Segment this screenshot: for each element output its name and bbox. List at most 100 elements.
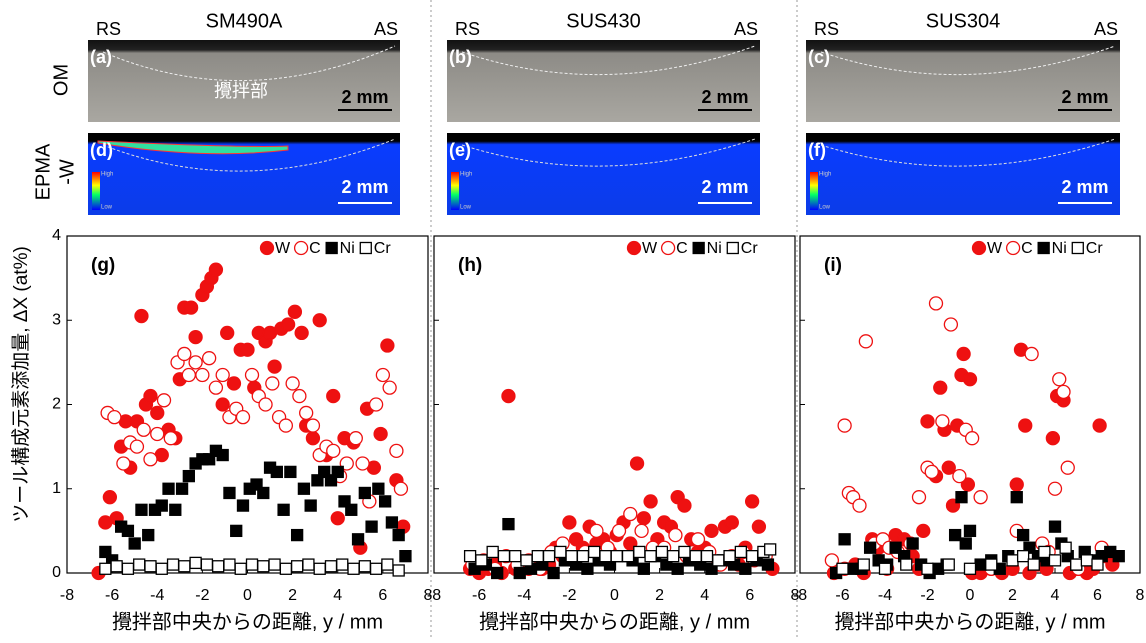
legend-label: C (1021, 240, 1033, 257)
plot-frame (799, 235, 1141, 574)
x-tick-label: 8 (424, 587, 433, 604)
point (942, 558, 955, 571)
point (962, 372, 978, 387)
point (292, 388, 307, 404)
point (838, 533, 851, 546)
x-tick-label: -6 (105, 587, 119, 604)
point (920, 414, 935, 429)
x-tick-label: 0 (966, 587, 975, 604)
x-tick-label: -4 (150, 587, 164, 604)
point (240, 342, 255, 357)
point (155, 499, 168, 512)
point (372, 482, 385, 495)
x-tick-label: -6 (835, 587, 849, 604)
legend-marker (359, 241, 372, 255)
point (475, 554, 488, 567)
point (734, 545, 747, 559)
point (1091, 558, 1104, 571)
point (554, 545, 567, 559)
point (1023, 541, 1036, 554)
point (178, 560, 191, 573)
point (277, 503, 290, 516)
point (245, 558, 259, 571)
point (599, 550, 612, 563)
point (202, 453, 216, 466)
point (250, 478, 263, 491)
point (690, 532, 706, 547)
point (166, 558, 180, 571)
scale-label: 2 mm (701, 177, 748, 197)
point (188, 329, 203, 345)
epma-image (447, 133, 760, 215)
point (1060, 460, 1075, 475)
point (302, 558, 315, 571)
point (581, 562, 594, 575)
x-tick-label: 2 (288, 587, 297, 604)
point (351, 533, 365, 546)
point (265, 376, 280, 391)
point (182, 469, 195, 483)
point (299, 405, 314, 421)
y-tick-label: 4 (52, 227, 61, 244)
legend-marker (1071, 241, 1084, 255)
point (501, 388, 516, 404)
legend-label: Ni (340, 240, 355, 257)
colorbar-label: Low (460, 205, 472, 211)
point (520, 554, 533, 567)
x-tick-label: -8 (427, 587, 441, 604)
point (382, 380, 397, 395)
point (163, 431, 178, 446)
point (948, 528, 962, 542)
x-tick-label: -6 (472, 587, 486, 604)
point (136, 422, 151, 437)
point (183, 300, 199, 315)
point (509, 550, 522, 563)
point (220, 325, 235, 341)
point (150, 426, 165, 442)
point (935, 414, 950, 429)
point (150, 405, 165, 421)
zone-boundary (461, 45, 756, 76)
point (389, 443, 404, 458)
point (943, 317, 959, 332)
point (542, 550, 556, 563)
point (215, 397, 230, 412)
point (331, 465, 344, 479)
point (1056, 384, 1071, 400)
point (226, 376, 242, 391)
point (705, 562, 718, 575)
colorbar-label: Low (101, 205, 113, 211)
point (1010, 491, 1023, 504)
panel-label: (h) (458, 255, 482, 276)
point (941, 460, 956, 475)
point (223, 558, 236, 571)
om-image (806, 40, 1120, 122)
x-tick-label: -4 (517, 587, 531, 604)
point (1006, 554, 1019, 567)
x-tick-label: -2 (195, 587, 209, 604)
point (463, 550, 477, 563)
point (633, 545, 646, 559)
legend-marker (259, 240, 275, 256)
point (142, 528, 155, 542)
point (336, 558, 349, 571)
point (230, 524, 243, 538)
x-tick-label: -8 (60, 587, 74, 604)
point (761, 558, 775, 571)
colorbar (92, 172, 100, 210)
point (143, 388, 158, 404)
point (924, 464, 939, 480)
point (156, 393, 172, 408)
point (634, 523, 649, 539)
x-tick-label: 4 (333, 587, 342, 604)
point (116, 456, 131, 471)
point (258, 397, 273, 412)
point (739, 562, 752, 575)
point (712, 554, 725, 567)
point (1047, 481, 1063, 496)
legend-label: W (987, 240, 1003, 257)
point (900, 558, 913, 571)
point (637, 562, 650, 575)
point (294, 325, 309, 341)
